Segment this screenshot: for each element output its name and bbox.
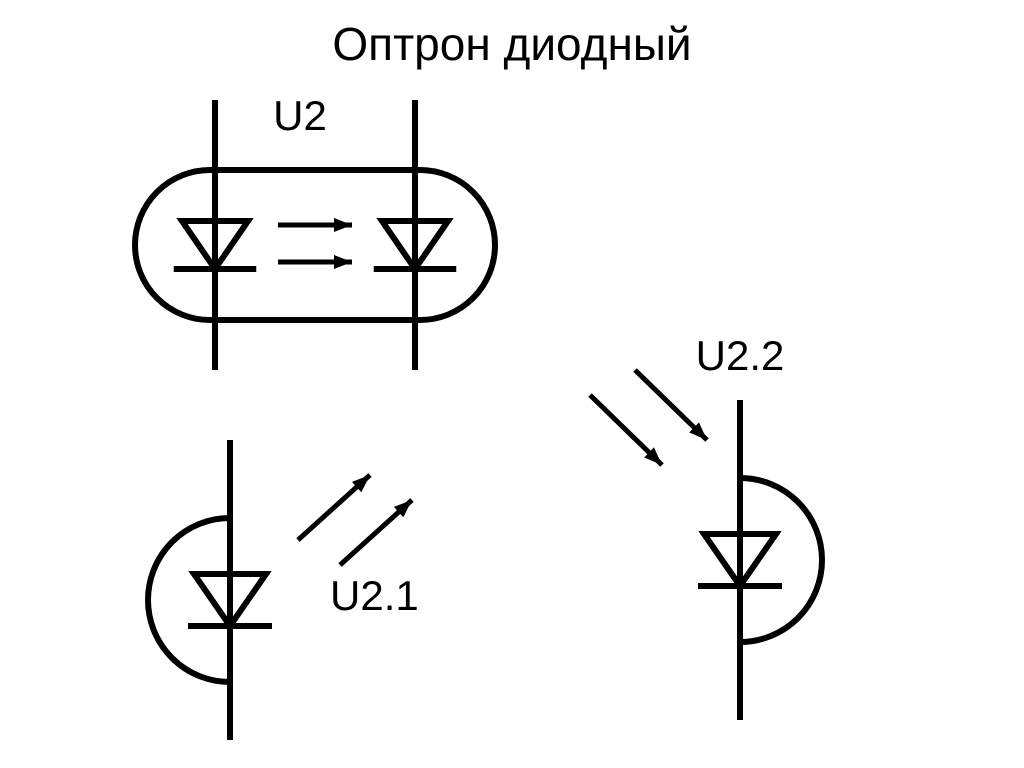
arrow <box>278 218 352 232</box>
arrow <box>590 395 667 470</box>
label-u2: U2 <box>273 92 327 139</box>
arrow <box>278 255 352 269</box>
arrow <box>340 495 417 565</box>
optocoupler-capsule <box>135 170 495 320</box>
emitter-arc <box>148 518 230 682</box>
optocoupler-diagram: Оптрон диодныйU2 U2.1 U2.2 <box>0 0 1024 768</box>
receiver-arc <box>740 478 822 642</box>
arrow <box>298 470 375 540</box>
diagram-title: Оптрон диодный <box>332 18 691 70</box>
label-u2-1: U2.1 <box>330 572 419 619</box>
arrow <box>635 370 712 445</box>
label-u2-2: U2.2 <box>696 332 785 379</box>
